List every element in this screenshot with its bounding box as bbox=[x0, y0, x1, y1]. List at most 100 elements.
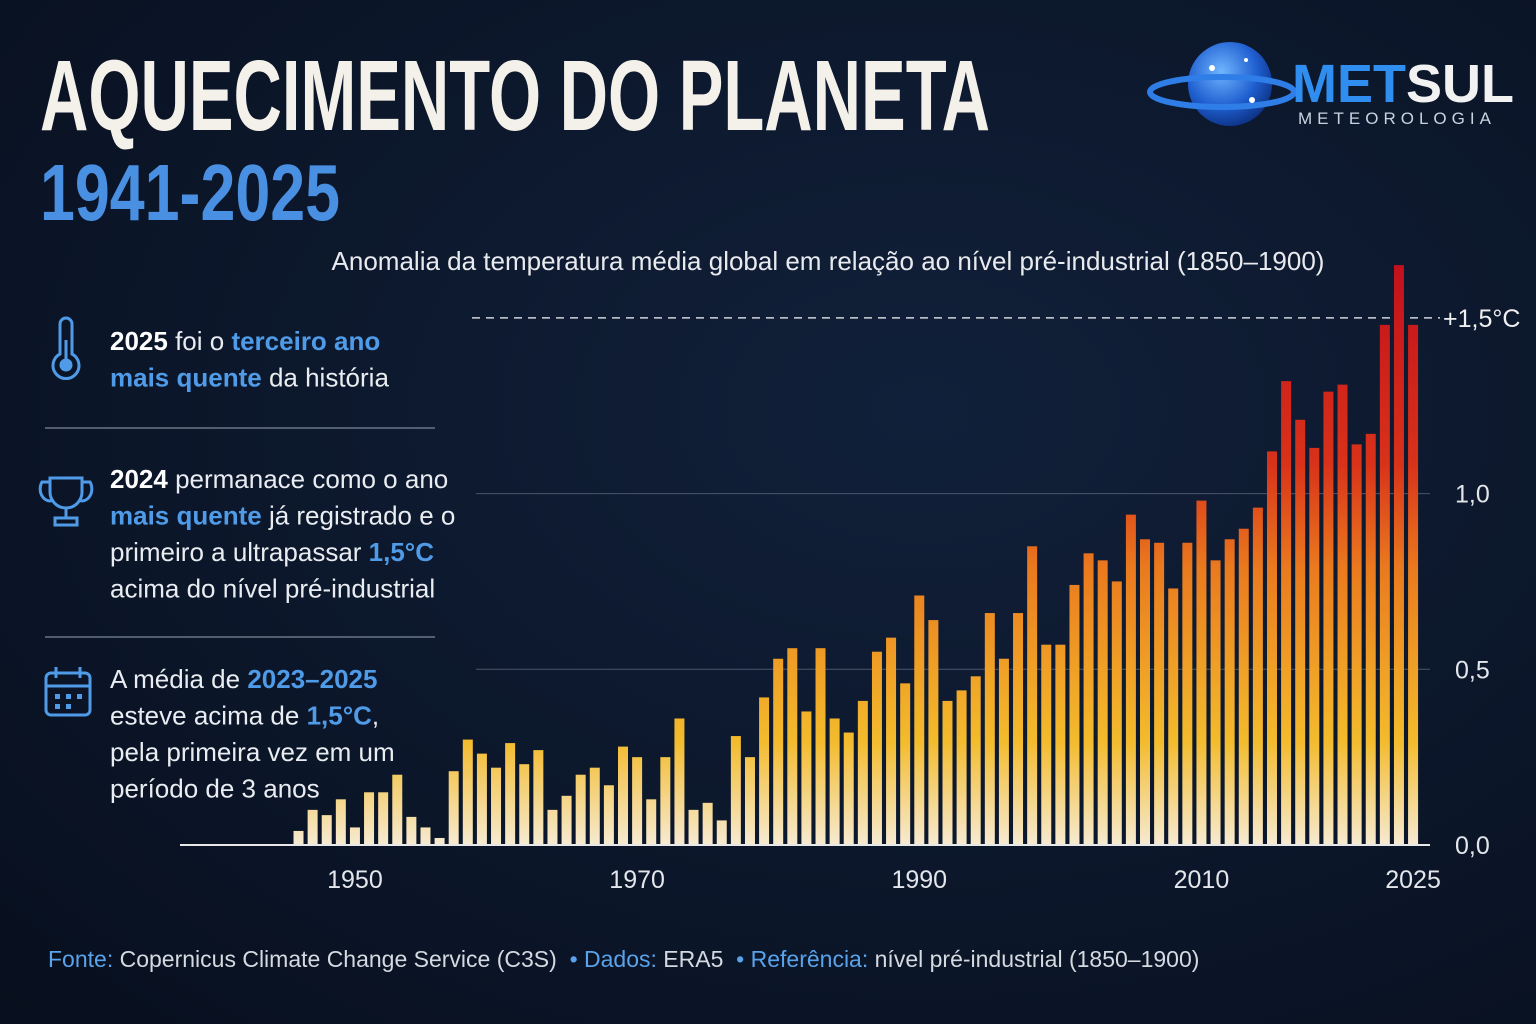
bar bbox=[928, 620, 939, 845]
bar bbox=[1041, 644, 1052, 845]
x-tick-label: 1990 bbox=[891, 866, 947, 894]
bar bbox=[1337, 384, 1348, 845]
bar bbox=[618, 746, 629, 845]
logo-text: METSUL bbox=[1292, 54, 1514, 114]
note-line: pela primeira vez em um bbox=[110, 737, 395, 767]
bar bbox=[632, 757, 643, 845]
note-text: 1,5°C bbox=[369, 537, 435, 567]
logo-star bbox=[1209, 65, 1215, 71]
chart-title: Anomalia da temperatura média global em … bbox=[332, 246, 1325, 276]
bar bbox=[956, 690, 967, 845]
x-tick-label: 1970 bbox=[609, 866, 665, 894]
note-text: 2025 bbox=[110, 326, 168, 356]
bar bbox=[646, 799, 657, 845]
footer-text: • bbox=[730, 946, 751, 972]
bar bbox=[998, 658, 1009, 845]
x-tick-label: 2010 bbox=[1174, 866, 1230, 894]
bar bbox=[1168, 588, 1179, 845]
bar bbox=[1027, 546, 1038, 845]
bar bbox=[984, 613, 995, 845]
note-line: mais quente da história bbox=[110, 363, 389, 393]
note-text: esteve acima de bbox=[110, 701, 307, 731]
footer: Fonte: Copernicus Climate Change Service… bbox=[48, 946, 1199, 972]
bar bbox=[293, 830, 304, 845]
bar bbox=[1196, 500, 1207, 845]
bar bbox=[801, 711, 812, 845]
bar bbox=[1140, 539, 1151, 845]
bar bbox=[321, 815, 332, 845]
y-tick-label: 1,0 bbox=[1455, 481, 1490, 509]
bar bbox=[1323, 391, 1334, 845]
bar bbox=[1069, 584, 1080, 845]
note-line: mais quente já registrado e o bbox=[110, 501, 455, 531]
title: AQUECIMENTO DO PLANETA bbox=[40, 40, 990, 152]
bar bbox=[1097, 560, 1108, 845]
thermometer-icon bbox=[51, 316, 81, 381]
bar bbox=[364, 792, 375, 845]
logo-globe bbox=[1188, 42, 1272, 126]
bar bbox=[871, 651, 882, 845]
bar bbox=[476, 753, 487, 845]
footer-text: Referência: bbox=[751, 946, 869, 972]
bar bbox=[1083, 553, 1094, 845]
note-text: 2023–2025 bbox=[247, 664, 377, 694]
bar bbox=[829, 718, 840, 845]
logo-ring bbox=[1147, 74, 1297, 110]
bar bbox=[505, 743, 516, 845]
bar bbox=[688, 809, 699, 845]
note-text: terceiro ano bbox=[231, 326, 380, 356]
bar bbox=[378, 792, 389, 845]
bar bbox=[1309, 447, 1320, 845]
bar bbox=[519, 764, 530, 845]
note-text: pela primeira vez em um bbox=[110, 737, 395, 767]
bar bbox=[491, 767, 502, 845]
bar bbox=[462, 739, 473, 845]
trophy-icon bbox=[38, 476, 94, 527]
bar bbox=[349, 827, 360, 845]
bar bbox=[773, 658, 784, 845]
bar bbox=[561, 795, 572, 845]
bar bbox=[970, 676, 981, 845]
bar bbox=[702, 802, 713, 845]
bar bbox=[1125, 514, 1136, 845]
logo-star bbox=[1249, 97, 1255, 103]
footer-text: Dados: bbox=[584, 946, 657, 972]
bar bbox=[1210, 560, 1221, 845]
logo-part: MET bbox=[1292, 54, 1406, 114]
icons bbox=[38, 316, 94, 717]
y-tick-label: 0,5 bbox=[1455, 656, 1490, 684]
bar bbox=[575, 774, 586, 845]
bar bbox=[660, 757, 671, 845]
note-text: foi o bbox=[168, 326, 232, 356]
note-text: , bbox=[372, 701, 379, 731]
note-line: período de 3 anos bbox=[110, 774, 320, 804]
note-line: 2025 foi o terceiro ano bbox=[110, 326, 380, 356]
y-tick-label: 0,0 bbox=[1455, 832, 1490, 860]
note-line: 2024 permanace como o ano bbox=[110, 464, 448, 494]
bar bbox=[1111, 581, 1122, 845]
bar bbox=[1238, 528, 1249, 845]
bar bbox=[420, 827, 431, 845]
note-text: permanace como o ano bbox=[168, 464, 448, 494]
bar bbox=[730, 736, 741, 845]
logo-part: SUL bbox=[1406, 54, 1514, 114]
bar bbox=[547, 809, 558, 845]
bar bbox=[857, 700, 868, 845]
x-tick-label: 2025 bbox=[1385, 866, 1441, 894]
logo-star bbox=[1244, 58, 1248, 62]
bar bbox=[1055, 644, 1066, 845]
bar bbox=[942, 700, 953, 845]
bar bbox=[1224, 539, 1235, 845]
bar bbox=[1365, 433, 1376, 845]
note-line: acima do nível pré-industrial bbox=[110, 574, 435, 604]
note-text: primeiro a ultrapassar bbox=[110, 537, 369, 567]
bar bbox=[603, 785, 614, 845]
note-line: primeiro a ultrapassar 1,5°C bbox=[110, 537, 434, 567]
note-text: mais quente bbox=[110, 363, 262, 393]
note-text: A média de bbox=[110, 664, 247, 694]
bar bbox=[1266, 451, 1277, 845]
bar bbox=[886, 637, 897, 845]
bar bbox=[335, 799, 346, 845]
note-line: A média de 2023–2025 bbox=[110, 664, 377, 694]
